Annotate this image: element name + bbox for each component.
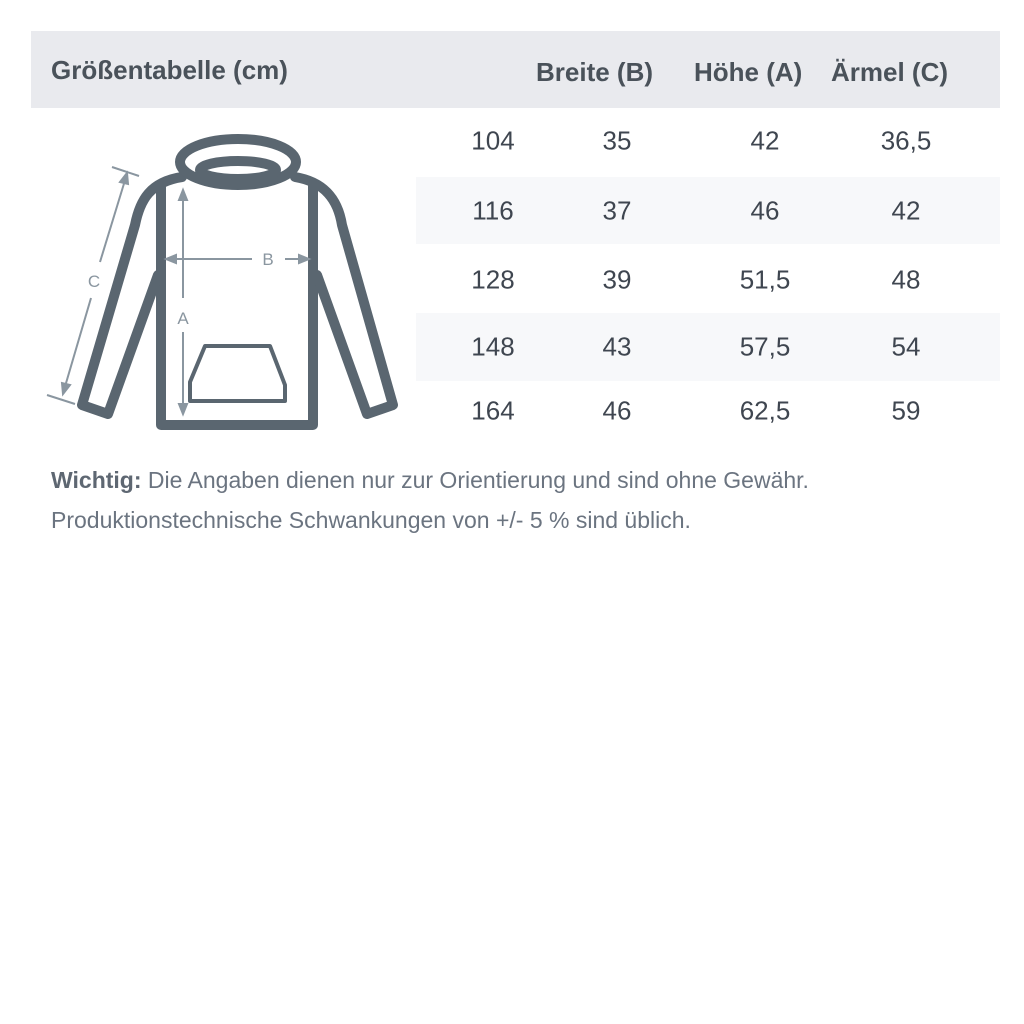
arrow-c-tick-bottom xyxy=(46,394,76,405)
cell-hoehe: 42 xyxy=(750,125,780,156)
column-header-hoehe: Höhe (A) xyxy=(694,57,803,87)
hoodie-left-sleeve xyxy=(77,172,187,419)
arrow-c-head-bottom xyxy=(60,381,72,397)
cell-size: 128 xyxy=(471,264,515,295)
label-b: B xyxy=(262,250,273,269)
table-header: Größentabelle (cm) Breite (B) Höhe (A) Ä… xyxy=(31,31,1000,108)
label-c: C xyxy=(88,272,100,291)
cell-breite: 35 xyxy=(602,125,632,156)
cell-size: 148 xyxy=(471,331,515,362)
cell-hoehe: 51,5 xyxy=(739,264,791,295)
hoodie-pocket xyxy=(188,344,287,403)
cell-breite: 39 xyxy=(602,264,632,295)
cell-aermel: 59 xyxy=(891,395,921,426)
label-a: A xyxy=(177,309,189,328)
arrow-b-head-right xyxy=(298,253,312,265)
cell-hoehe: 57,5 xyxy=(739,331,791,362)
note-line2: Produktionstechnische Schwankungen von +… xyxy=(51,507,691,533)
cell-size: 116 xyxy=(472,195,514,226)
arrow-b-head-left xyxy=(163,253,177,265)
cell-breite: 46 xyxy=(602,395,632,426)
cell-size: 104 xyxy=(471,125,515,156)
row-stripe xyxy=(416,313,1000,381)
cell-breite: 37 xyxy=(602,195,632,226)
note-line1: Die Angaben dienen nur zur Orientierung … xyxy=(141,467,809,493)
row-stripe xyxy=(416,177,1000,244)
hoodie-hood xyxy=(175,134,301,190)
arrow-c-bottom xyxy=(63,297,92,391)
hoodie-hood-opening xyxy=(195,156,281,184)
cell-aermel: 42 xyxy=(891,195,921,226)
arrow-a-head-bottom xyxy=(177,403,189,417)
arrow-c-top xyxy=(99,176,127,263)
hoodie-right-sleeve xyxy=(290,172,398,419)
table-title: Größentabelle (cm) xyxy=(51,55,288,85)
arrow-c-head-top xyxy=(118,170,130,186)
cell-aermel: 48 xyxy=(891,264,921,295)
cell-aermel: 36,5 xyxy=(880,125,932,156)
cell-hoehe: 62,5 xyxy=(739,395,791,426)
cell-aermel: 54 xyxy=(891,331,921,362)
arrow-c-tick-top xyxy=(111,166,140,177)
column-header-aermel: Ärmel (C) xyxy=(831,57,949,87)
column-header-breite: Breite (B) xyxy=(536,57,654,87)
cell-breite: 43 xyxy=(602,331,632,362)
hoodie-body xyxy=(156,180,318,430)
disclaimer-note: Wichtig: Die Angaben dienen nur zur Orie… xyxy=(51,460,809,540)
cell-size: 164 xyxy=(471,395,515,426)
note-label: Wichtig: xyxy=(51,467,142,493)
arrow-a-head-top xyxy=(177,187,189,201)
cell-hoehe: 46 xyxy=(750,195,780,226)
